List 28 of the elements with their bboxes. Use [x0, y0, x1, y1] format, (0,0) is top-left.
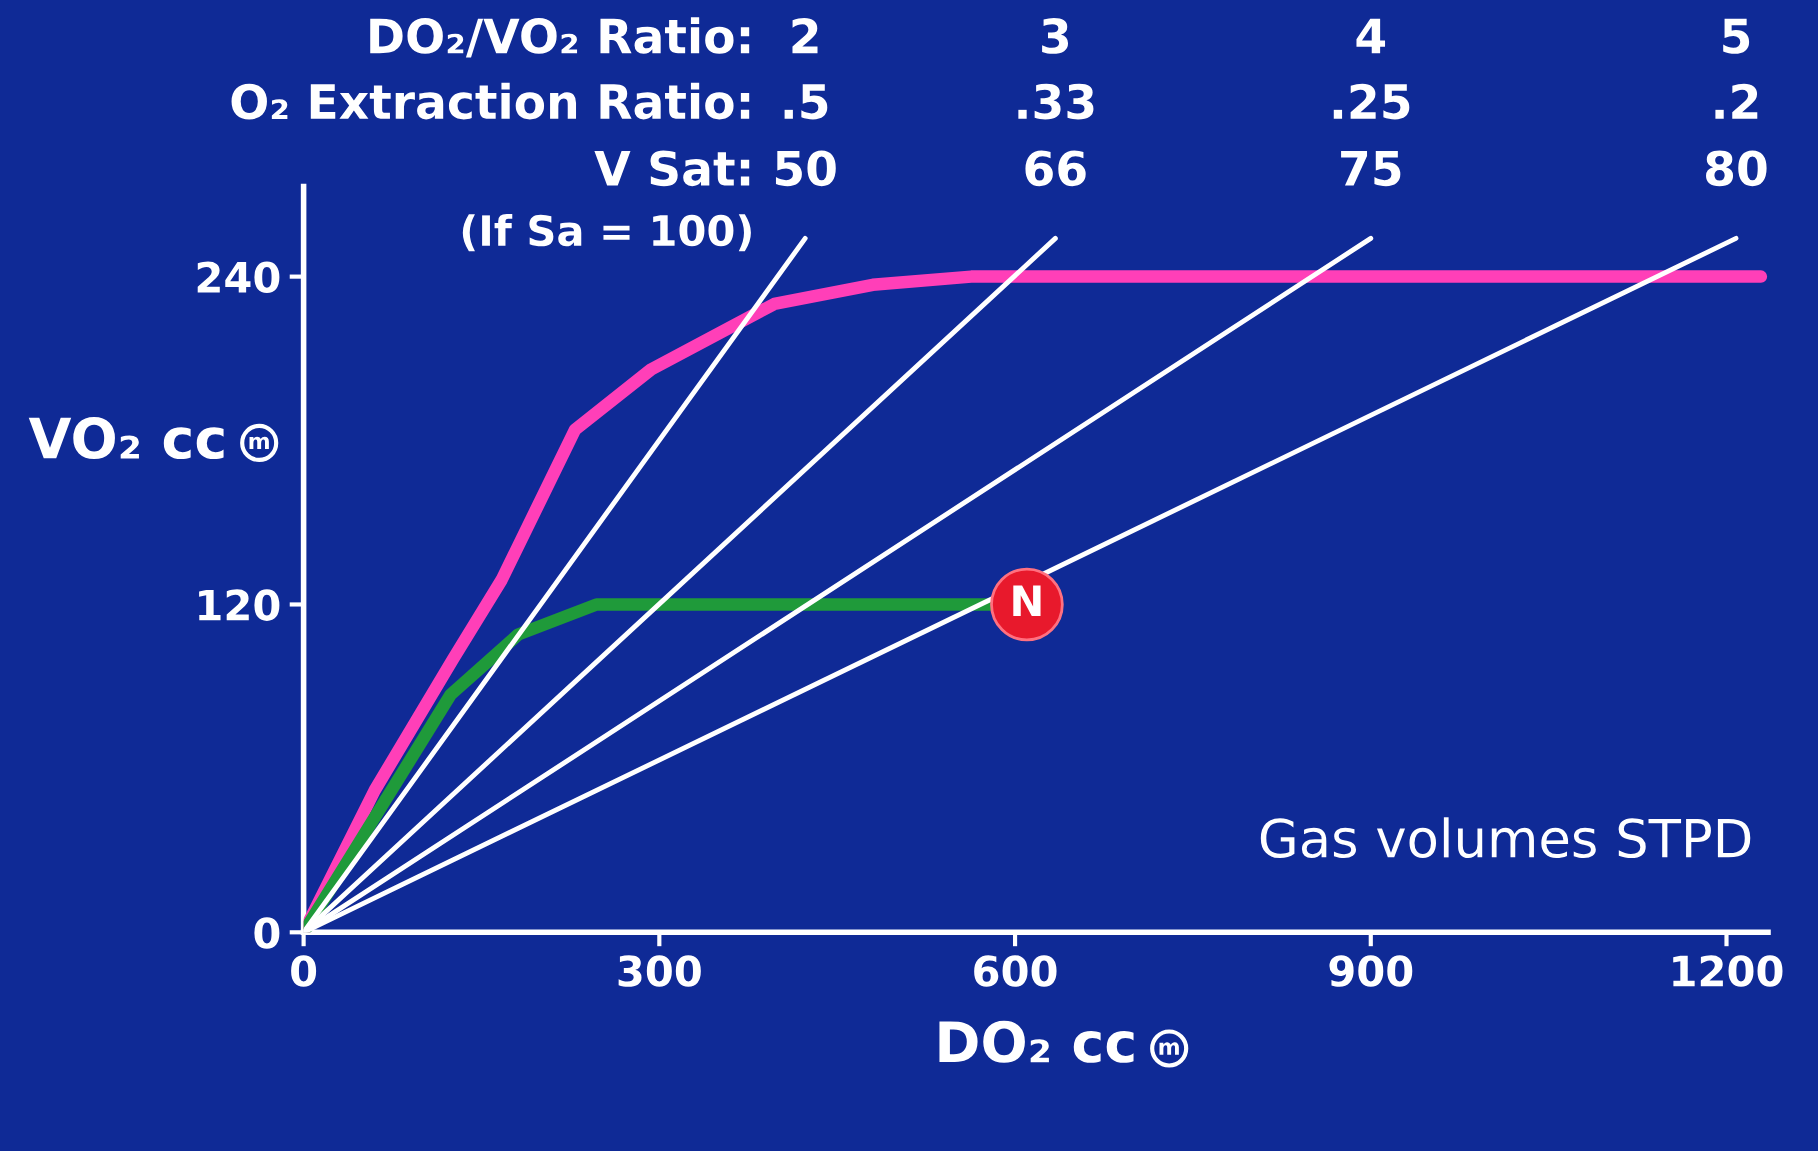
- x-tick-label: 1200: [1673, 955, 1783, 987]
- text: .5: [784, 84, 828, 120]
- x-tick-label: 300: [618, 955, 701, 987]
- y-tick-label: 240: [197, 261, 280, 294]
- text: V Sat:: [594, 150, 750, 187]
- x-axis-title: DO₂ cc: [939, 1020, 1134, 1063]
- text: .25: [1333, 83, 1410, 120]
- annotation: (If Sa = 100): [462, 214, 751, 252]
- text: 75: [1341, 151, 1401, 187]
- y-tick-label: 120: [199, 589, 280, 621]
- text: 50: [775, 150, 836, 187]
- text: 80: [1706, 150, 1767, 187]
- text: 3: [1042, 18, 1069, 54]
- text: .2: [1715, 83, 1758, 119]
- x-tick-label: 900: [1329, 955, 1413, 987]
- text: 5: [1723, 18, 1750, 54]
- data-label: N: [1013, 585, 1041, 616]
- text: DO₂/VO₂ Ratio:: [370, 17, 750, 58]
- text: 4: [1356, 18, 1386, 54]
- y-tick-label: 0: [254, 917, 280, 949]
- x-tick-label: 600: [974, 955, 1057, 987]
- x-tick-label: 0: [291, 955, 317, 987]
- annotation: Gas volumes STPD: [1260, 817, 1751, 859]
- text: .33: [1018, 83, 1094, 120]
- text: 2: [792, 18, 818, 54]
- text: 66: [1025, 150, 1086, 187]
- y-axis-title: VO₂ cc: [28, 417, 224, 460]
- text: O₂ Extraction Ratio:: [231, 82, 750, 120]
